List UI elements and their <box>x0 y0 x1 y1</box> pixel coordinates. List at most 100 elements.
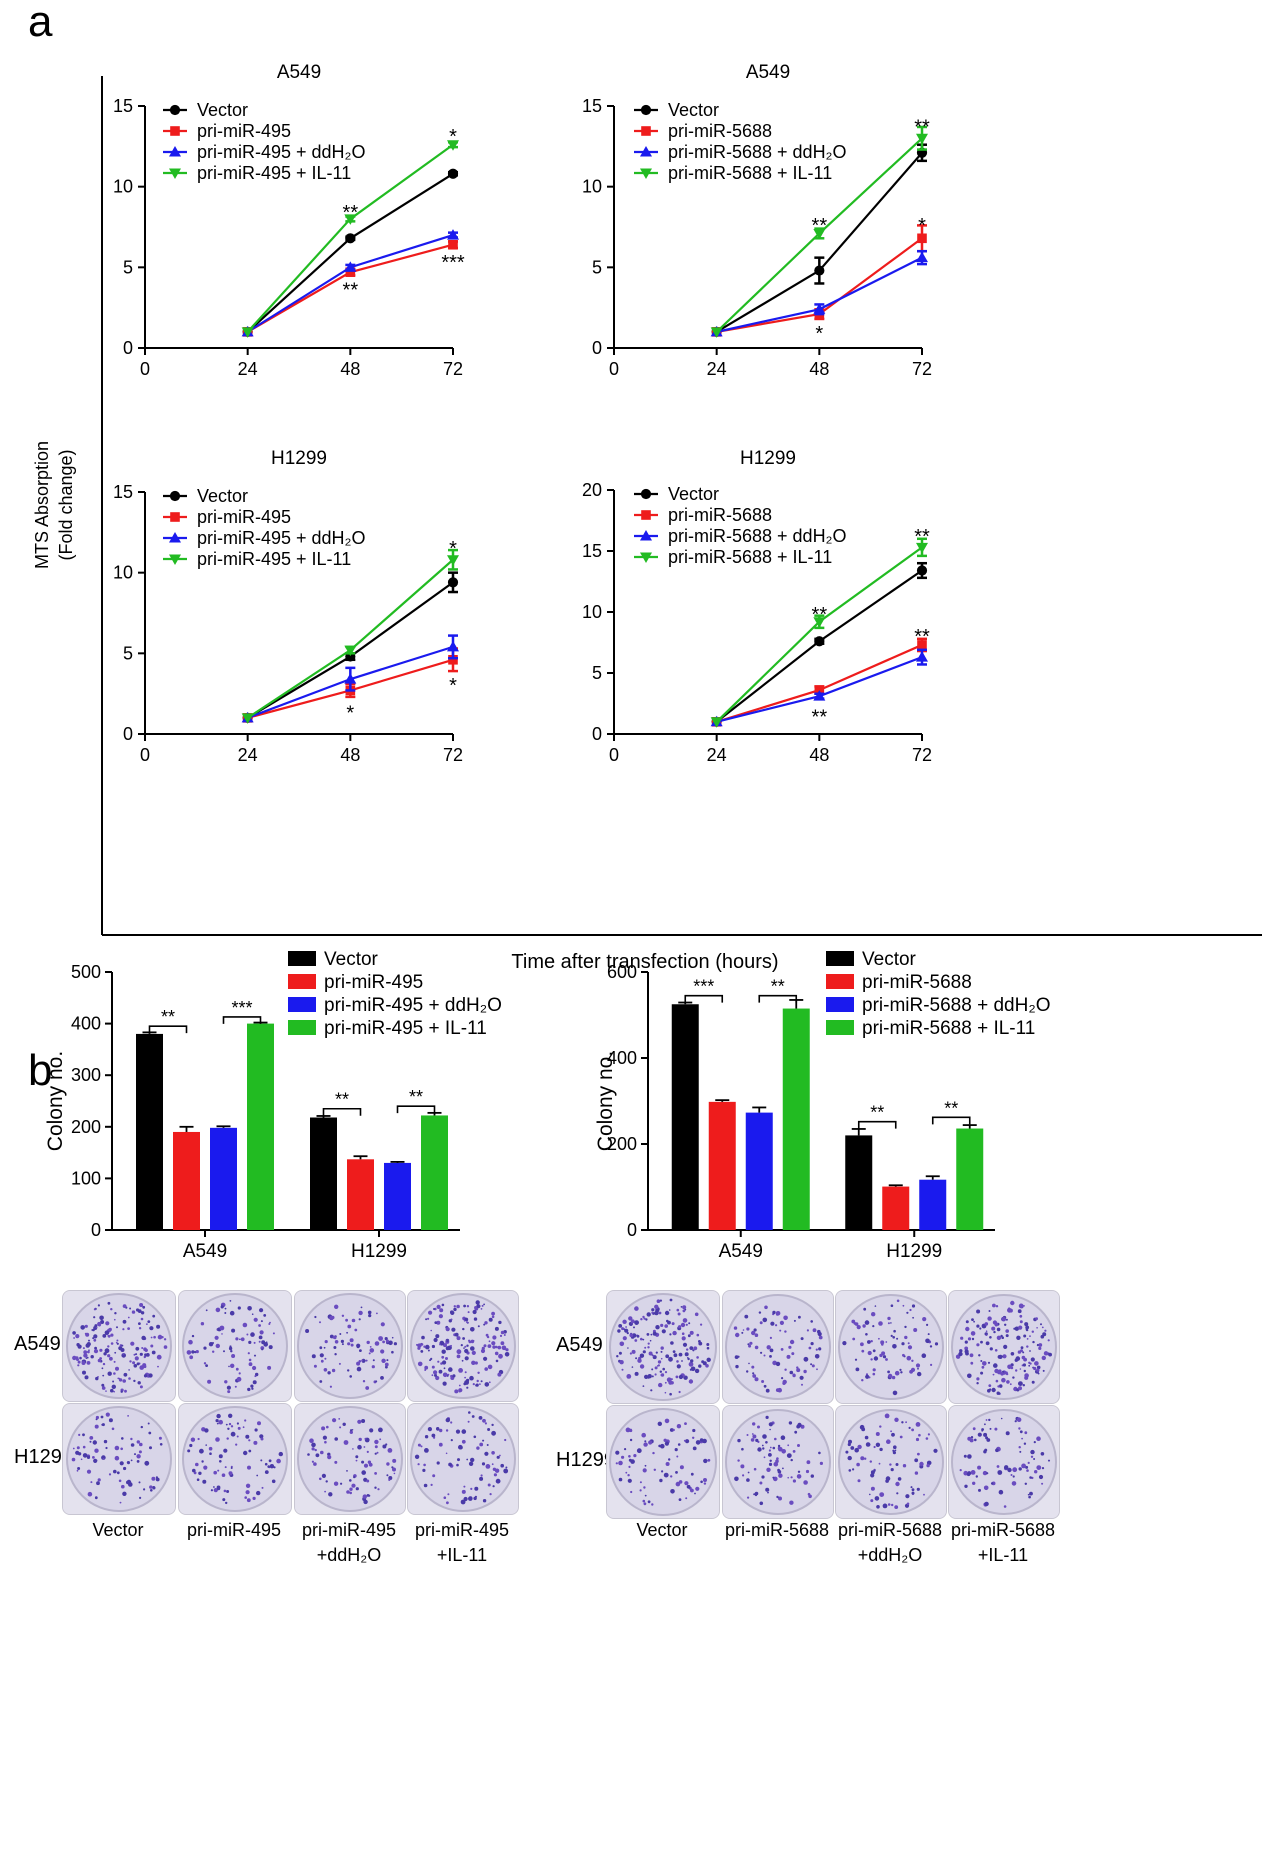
colony-dot <box>668 1356 673 1362</box>
colony-dot <box>464 1345 467 1348</box>
legend-label: pri-miR-5688 <box>862 972 972 993</box>
colony-dot <box>101 1367 104 1370</box>
colony-row-label: A549 <box>14 1333 61 1355</box>
colony-dot <box>134 1453 136 1456</box>
colony-dot <box>789 1500 794 1505</box>
colony-dot <box>993 1330 996 1334</box>
colony-dot <box>904 1335 908 1340</box>
colony-dish-image <box>948 1290 1060 1404</box>
colony-dot <box>480 1348 486 1354</box>
colony-dot <box>213 1488 218 1493</box>
colony-dot <box>374 1452 377 1455</box>
colony-dot <box>1030 1449 1035 1455</box>
colony-dot <box>72 1355 77 1361</box>
colony-dot <box>875 1432 880 1436</box>
colony-dot <box>347 1369 350 1372</box>
colony-dot <box>784 1368 787 1371</box>
data-point <box>447 140 459 151</box>
colony-dot <box>648 1351 653 1356</box>
colony-dot <box>872 1325 875 1328</box>
legend-label: pri-miR-495 + ddH₂O <box>324 995 502 1016</box>
colony-dot <box>253 1440 258 1445</box>
data-point <box>345 267 356 277</box>
colony-dot <box>368 1352 371 1355</box>
colony-dot <box>489 1493 492 1496</box>
colony-dot <box>746 1370 749 1373</box>
colony-dish-image <box>178 1403 292 1515</box>
colony-dot <box>644 1464 647 1467</box>
colony-dot <box>323 1346 326 1349</box>
colony-dot <box>902 1353 905 1357</box>
colony-dot <box>466 1378 470 1382</box>
colony-dot <box>639 1489 642 1492</box>
colony-dot <box>994 1349 998 1352</box>
colony-dot <box>111 1384 116 1389</box>
legend-label: Vector <box>197 100 248 120</box>
colony-dot <box>639 1481 642 1484</box>
colony-dot <box>816 1368 818 1371</box>
colony-dot <box>431 1433 436 1438</box>
colony-dot <box>456 1463 459 1467</box>
colony-dot <box>681 1336 686 1341</box>
colony-dot <box>910 1486 913 1489</box>
colony-dot <box>80 1458 83 1461</box>
colony-dot <box>851 1319 856 1324</box>
colony-dot <box>706 1343 710 1346</box>
legend-marker <box>170 512 180 522</box>
colony-dot <box>491 1315 495 1319</box>
y-tick-label: 10 <box>582 177 602 197</box>
colony-dish-image <box>407 1403 519 1515</box>
colony-dot <box>99 1348 103 1352</box>
colony-dot <box>464 1317 469 1322</box>
colony-dot <box>680 1306 683 1308</box>
colony-dot <box>661 1470 664 1473</box>
colony-dot <box>753 1467 757 1471</box>
colony-dot <box>972 1427 976 1431</box>
legend-swatch <box>826 997 854 1012</box>
colony-dot <box>1027 1493 1030 1496</box>
colony-dish-drawing <box>295 1404 405 1514</box>
colony-dot <box>906 1502 910 1506</box>
panel-label-a: a <box>28 0 53 46</box>
colony-dot <box>122 1491 127 1496</box>
significance-mark: ** <box>914 116 930 138</box>
colony-dot <box>347 1324 352 1329</box>
colony-dot <box>1001 1355 1004 1358</box>
colony-dot <box>884 1413 890 1419</box>
colony-dot <box>190 1437 196 1442</box>
colony-dot <box>366 1340 370 1345</box>
colony-dot <box>369 1428 374 1433</box>
colony-dot <box>384 1362 389 1367</box>
y-tick-label: 15 <box>113 482 133 502</box>
colony-dot <box>127 1327 130 1330</box>
colony-dot <box>882 1503 888 1509</box>
colony-dot <box>488 1317 493 1322</box>
legend-label: pri-miR-5688 + ddH₂O <box>862 995 1050 1016</box>
colony-dot <box>865 1442 871 1447</box>
colony-dot <box>1021 1463 1026 1469</box>
legend-label: pri-miR-495 + IL-11 <box>197 163 351 183</box>
colony-dot <box>483 1323 486 1326</box>
data-point <box>344 673 357 684</box>
colony-dot <box>138 1481 141 1484</box>
colony-dot <box>764 1305 768 1310</box>
colony-dot <box>746 1327 750 1331</box>
colony-dot <box>768 1449 771 1452</box>
x-tick-label: 0 <box>140 359 150 379</box>
colony-dot <box>787 1444 790 1447</box>
colony-dot <box>468 1411 471 1414</box>
colony-dot <box>868 1376 871 1379</box>
colony-dot <box>450 1310 455 1315</box>
colony-dot <box>630 1459 635 1464</box>
legend-marker <box>169 146 181 157</box>
colony-dot <box>226 1490 230 1493</box>
colony-dot <box>759 1321 763 1325</box>
colony-dot <box>811 1364 815 1368</box>
legend-label: pri-miR-495 + ddH₂O <box>197 142 366 162</box>
colony-column-label: +ddH₂O <box>857 1545 923 1565</box>
colony-dot <box>789 1339 795 1345</box>
colony-dot <box>1018 1381 1023 1386</box>
colony-dot <box>998 1392 1001 1395</box>
colony-dot <box>854 1447 859 1453</box>
colony-dot <box>151 1350 156 1355</box>
